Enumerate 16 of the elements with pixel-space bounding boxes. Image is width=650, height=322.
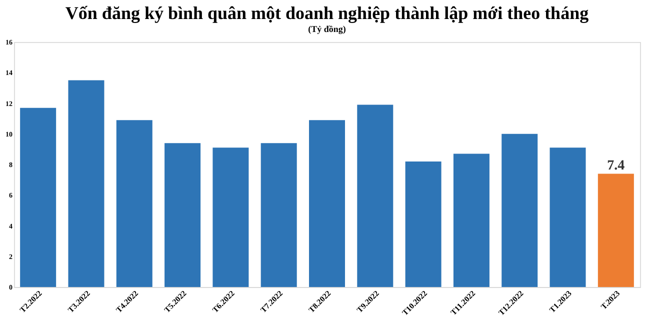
bar	[405, 161, 442, 287]
bar	[68, 80, 104, 287]
chart-title: Vốn đăng ký bình quân một doanh nghiệp thành lập mới theo tháng	[65, 3, 589, 23]
bar	[20, 108, 56, 287]
bar	[453, 154, 490, 287]
bar	[357, 104, 394, 287]
chart-subtitle: (Tỷ đồng)	[308, 24, 346, 34]
bar	[502, 134, 538, 287]
bar	[212, 148, 249, 287]
bar	[260, 143, 297, 287]
bar	[550, 148, 586, 287]
bar	[309, 120, 345, 287]
bar	[598, 174, 634, 287]
bar	[164, 143, 201, 287]
data-label: 7.4	[607, 158, 625, 174]
bar	[116, 120, 152, 287]
